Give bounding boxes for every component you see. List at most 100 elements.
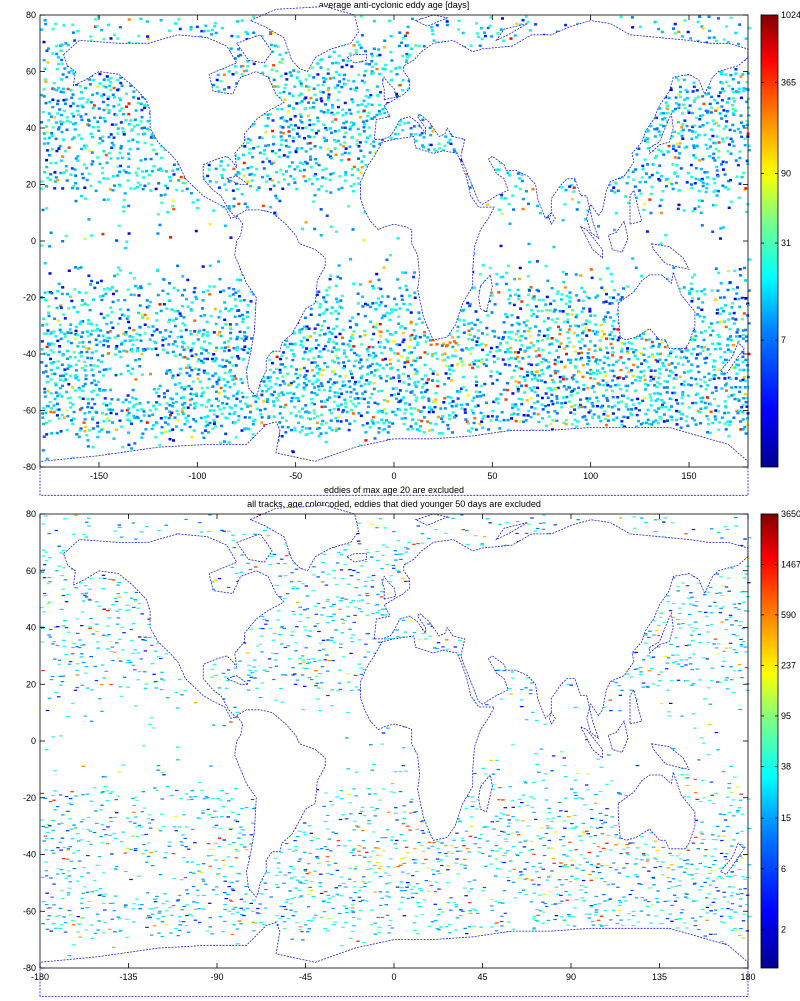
eddy-cell	[383, 39, 387, 42]
eddy-cell	[40, 340, 44, 343]
eddy-cell	[344, 171, 348, 174]
eddy-cell	[697, 205, 701, 208]
eddy-cell	[347, 152, 351, 155]
eddy-cell	[358, 116, 362, 119]
eddy-cell	[89, 322, 93, 326]
eddy-cell	[528, 29, 532, 32]
eddy-cell	[308, 350, 312, 353]
eddy-cell	[127, 157, 131, 161]
eddy-cell	[305, 347, 309, 350]
eddy-cell	[495, 370, 499, 374]
eddy-cell	[183, 181, 187, 185]
eddy-cell	[120, 156, 124, 160]
eddy-cell	[319, 208, 323, 211]
eddy-cell	[516, 288, 520, 292]
eddy-cell	[375, 368, 379, 371]
eddy-cell	[47, 305, 51, 308]
eddy-cell	[399, 119, 403, 123]
eddy-cell	[409, 338, 413, 341]
eddy-cell	[227, 370, 231, 374]
eddy-cell	[462, 331, 466, 334]
eddy-cell	[321, 176, 325, 179]
eddy-cell	[231, 293, 235, 296]
eddy-cell	[701, 181, 705, 185]
eddy-cell	[686, 109, 690, 113]
eddy-cell	[716, 321, 720, 324]
eddy-cell	[343, 179, 347, 182]
eddy-cell	[714, 267, 718, 270]
eddy-cell	[51, 27, 55, 31]
eddy-cell	[619, 15, 623, 19]
eddy-cell	[321, 312, 325, 315]
eddy-cell	[313, 93, 317, 97]
eddy-cell	[616, 328, 620, 331]
eddy-cell	[141, 348, 145, 351]
eddy-cell	[122, 314, 126, 317]
eddy-cell	[612, 186, 616, 189]
eddy-cell	[59, 331, 63, 334]
eddy-cell	[308, 135, 312, 139]
eddy-cell	[285, 339, 289, 342]
eddy-cell	[659, 352, 662, 356]
eddy-cell	[382, 46, 386, 49]
eddy-cell	[223, 349, 226, 353]
eddy-cell	[110, 286, 114, 289]
eddy-cell	[733, 109, 737, 112]
eddy-cell	[536, 340, 540, 343]
eddy-cell	[350, 167, 354, 171]
eddy-cell	[126, 308, 130, 312]
eddy-cell	[703, 171, 707, 174]
eddy-cell	[495, 283, 499, 286]
eddy-cell	[72, 115, 76, 118]
eddy-cell	[343, 73, 346, 77]
eddy-cell	[690, 363, 694, 366]
eddy-cell	[275, 197, 279, 200]
eddy-cell	[568, 341, 572, 344]
eddy-cell	[337, 312, 341, 315]
eddy-cell	[447, 365, 451, 368]
eddy-cell	[518, 366, 522, 370]
eddy-cell	[691, 90, 695, 93]
eddy-cell	[226, 164, 230, 167]
eddy-cell	[212, 209, 216, 212]
eddy-cell	[54, 137, 58, 141]
eddy-cell	[136, 349, 139, 353]
eddy-cell	[140, 170, 144, 173]
eddy-cell	[146, 104, 150, 108]
eddy-cell	[124, 171, 128, 174]
eddy-cell	[480, 360, 483, 364]
eddy-cell	[242, 339, 246, 342]
eddy-cell	[711, 203, 715, 207]
eddy-cell	[396, 278, 400, 281]
eddy-cell	[666, 345, 670, 348]
eddy-cell	[118, 317, 122, 320]
eddy-cell	[580, 338, 584, 341]
eddy-cell	[187, 363, 191, 367]
eddy-cell	[471, 338, 474, 341]
eddy-cell	[336, 357, 340, 360]
eddy-cell	[745, 119, 749, 123]
eddy-cell	[461, 349, 465, 352]
eddy-cell	[626, 351, 630, 355]
eddy-cell	[66, 331, 70, 334]
eddy-cell	[330, 111, 334, 115]
eddy-cell	[677, 103, 681, 106]
eddy-cell	[277, 180, 281, 184]
eddy-cell	[423, 363, 427, 367]
eddy-cell	[660, 341, 664, 344]
eddy-cell	[721, 184, 725, 187]
eddy-cell	[529, 334, 533, 338]
eddy-cell	[429, 133, 433, 137]
eddy-cell	[283, 343, 287, 346]
eddy-cell	[352, 44, 356, 47]
eddy-cell	[308, 119, 312, 122]
eddy-cell	[234, 291, 238, 294]
eddy-cell	[364, 49, 367, 53]
eddy-cell	[582, 307, 586, 310]
eddy-cell	[241, 358, 245, 361]
eddy-cell	[45, 207, 49, 210]
eddy-cell	[349, 185, 353, 188]
eddy-cell	[432, 39, 436, 42]
eddy-cell	[341, 342, 345, 346]
eddy-cell	[54, 121, 58, 124]
